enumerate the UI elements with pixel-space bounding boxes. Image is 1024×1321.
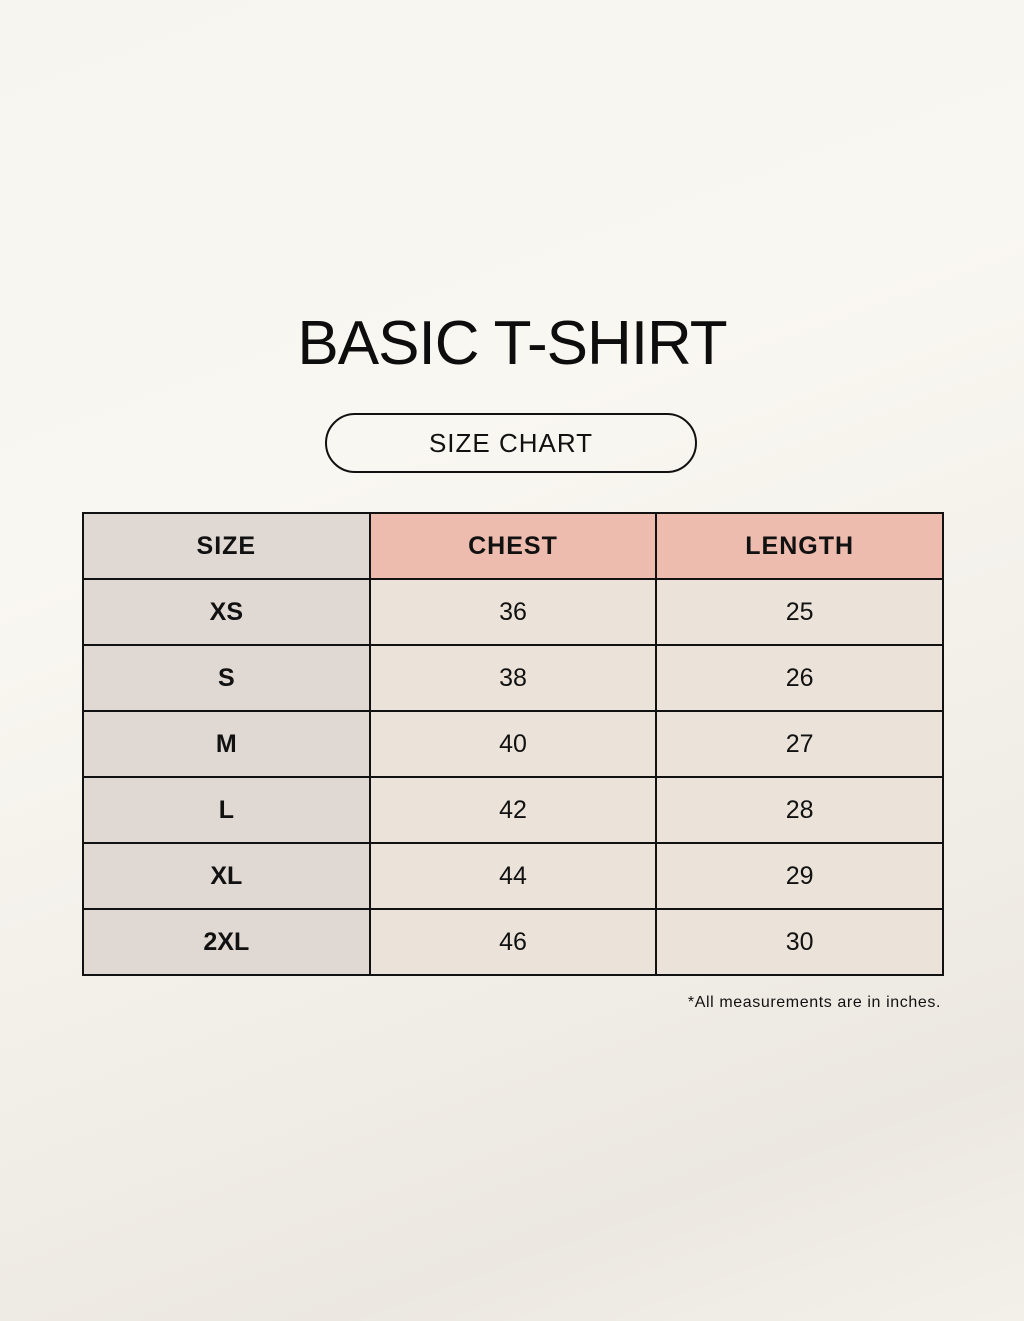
table-row: L 42 28 <box>82 776 944 844</box>
table-header-row: SIZE CHEST LENGTH <box>82 512 944 580</box>
header-length: LENGTH <box>655 512 944 580</box>
header-size: SIZE <box>82 512 371 580</box>
size-cell: M <box>82 710 371 778</box>
length-cell: 28 <box>655 776 944 844</box>
size-cell: 2XL <box>82 908 371 976</box>
size-cell: XS <box>82 578 371 646</box>
header-chest: CHEST <box>368 512 658 580</box>
chest-cell: 40 <box>368 710 658 778</box>
length-cell: 25 <box>655 578 944 646</box>
size-chart-text: SIZE CHART <box>428 427 594 458</box>
size-chart-label: SIZE CHART <box>325 413 697 473</box>
table-row: XL 44 29 <box>82 842 944 910</box>
size-cell: S <box>82 644 371 712</box>
page-title: BASIC T-SHIRT <box>297 309 727 378</box>
chest-cell: 46 <box>368 908 658 976</box>
size-cell: L <box>82 776 371 844</box>
measurement-note: *All measurements are in inches. <box>687 994 941 1011</box>
length-cell: 29 <box>655 842 944 910</box>
table-row: XS 36 25 <box>82 578 944 646</box>
chest-cell: 42 <box>368 776 658 844</box>
table-row: S 38 26 <box>82 644 944 712</box>
size-table: SIZE CHEST LENGTH XS 36 25 S 38 26 M 40 27 L 42 28 X… <box>82 512 944 976</box>
table-row: M 40 27 <box>82 710 944 778</box>
chest-cell: 38 <box>368 644 658 712</box>
chest-cell: 36 <box>368 578 658 646</box>
length-cell: 27 <box>655 710 944 778</box>
chest-cell: 44 <box>368 842 658 910</box>
length-cell: 26 <box>655 644 944 712</box>
length-cell: 30 <box>655 908 944 976</box>
size-cell: XL <box>82 842 371 910</box>
table-row: 2XL 46 30 <box>82 908 944 976</box>
